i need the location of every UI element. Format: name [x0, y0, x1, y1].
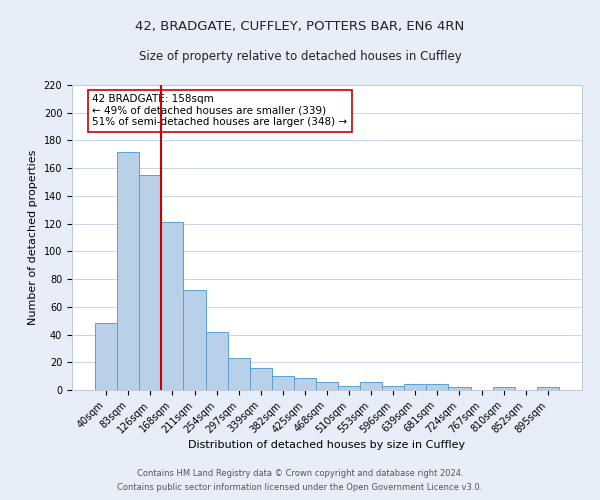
Bar: [272, 376, 294, 390]
Bar: [250, 368, 272, 390]
X-axis label: Distribution of detached houses by size in Cuffley: Distribution of detached houses by size …: [188, 440, 466, 450]
Bar: [493, 387, 515, 390]
Bar: [117, 152, 139, 390]
Y-axis label: Number of detached properties: Number of detached properties: [28, 150, 38, 325]
Bar: [338, 386, 360, 390]
Bar: [404, 384, 427, 390]
Text: Size of property relative to detached houses in Cuffley: Size of property relative to detached ho…: [139, 50, 461, 63]
Bar: [448, 387, 470, 390]
Bar: [139, 175, 161, 390]
Bar: [206, 332, 227, 390]
Bar: [227, 358, 250, 390]
Bar: [316, 382, 338, 390]
Bar: [382, 386, 404, 390]
Bar: [95, 324, 117, 390]
Text: 42 BRADGATE: 158sqm
← 49% of detached houses are smaller (339)
51% of semi-detac: 42 BRADGATE: 158sqm ← 49% of detached ho…: [92, 94, 347, 128]
Text: Contains HM Land Registry data © Crown copyright and database right 2024.: Contains HM Land Registry data © Crown c…: [137, 468, 463, 477]
Bar: [161, 222, 184, 390]
Bar: [537, 387, 559, 390]
Bar: [427, 384, 448, 390]
Bar: [360, 382, 382, 390]
Bar: [184, 290, 206, 390]
Bar: [294, 378, 316, 390]
Text: 42, BRADGATE, CUFFLEY, POTTERS BAR, EN6 4RN: 42, BRADGATE, CUFFLEY, POTTERS BAR, EN6 …: [136, 20, 464, 33]
Text: Contains public sector information licensed under the Open Government Licence v3: Contains public sector information licen…: [118, 484, 482, 492]
